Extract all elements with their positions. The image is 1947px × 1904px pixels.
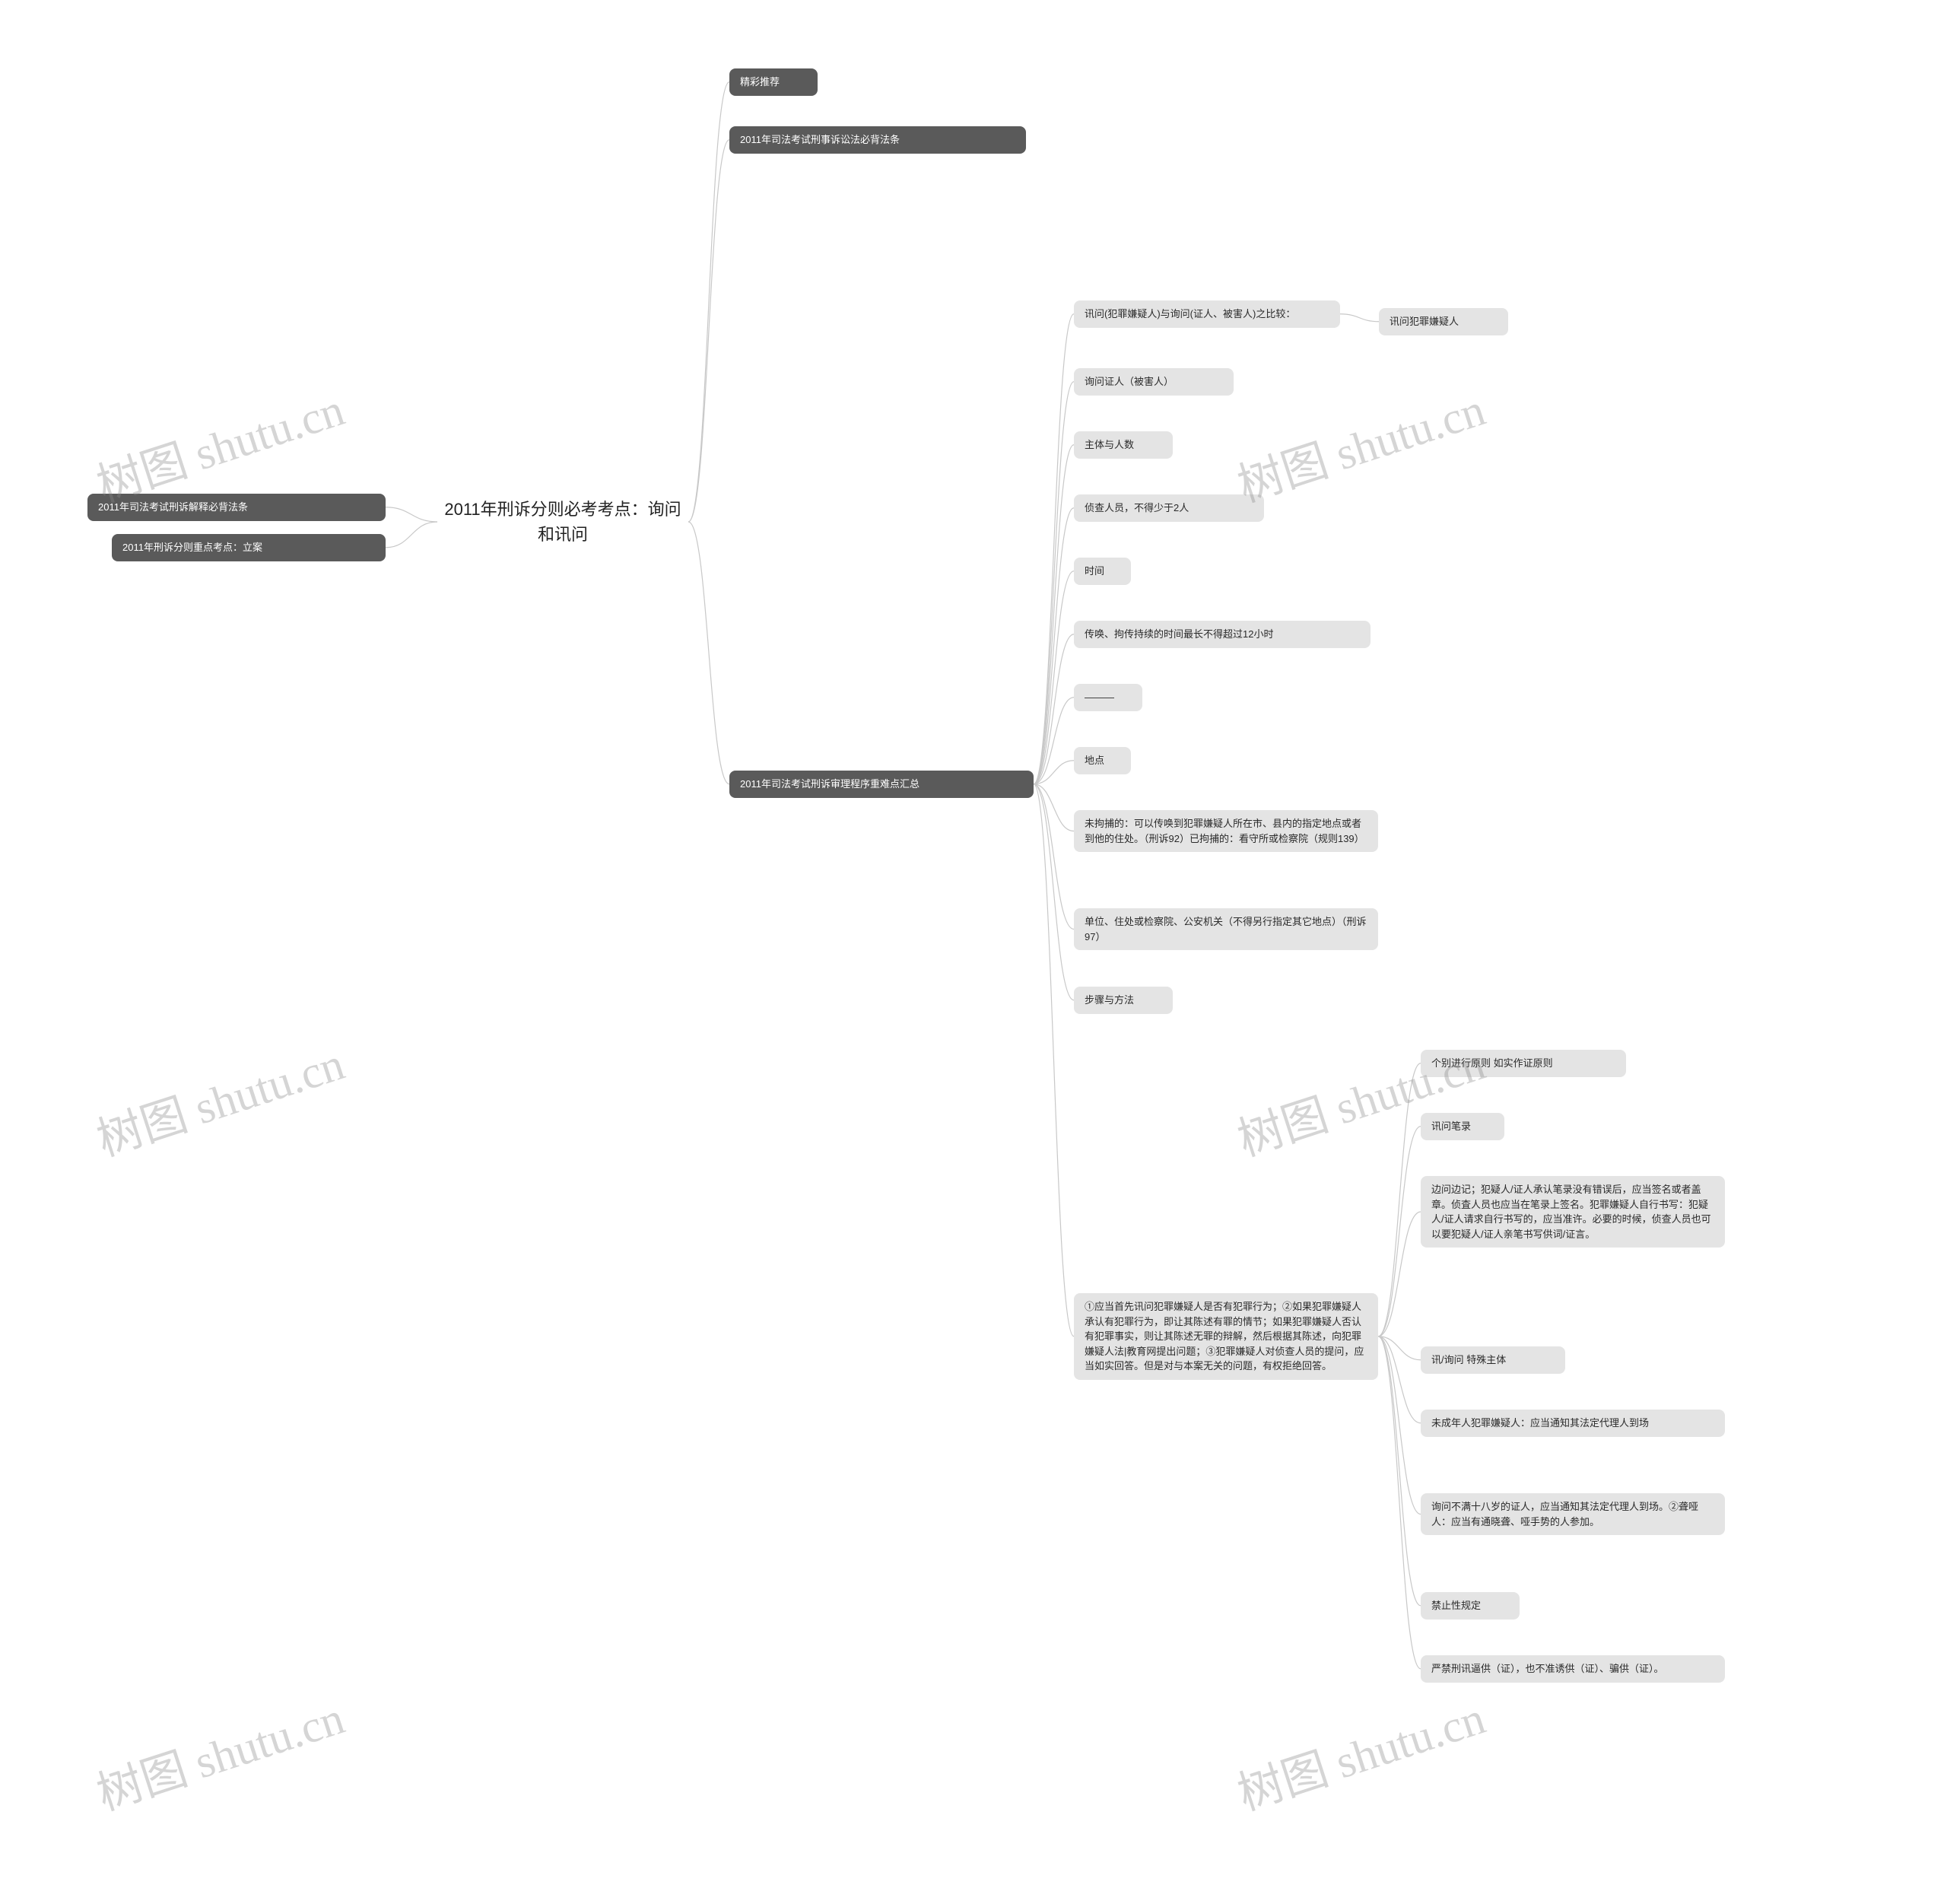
node-label: 严禁刑讯逼供（证），也不准诱供（证）、骗供（证）。: [1431, 1661, 1664, 1677]
mindmap-node[interactable]: 严禁刑讯逼供（证），也不准诱供（证）、骗供（证）。: [1421, 1655, 1725, 1683]
node-label: 时间: [1085, 564, 1104, 579]
mindmap-node[interactable]: 传唤、拘传持续的时间最长不得超过12小时: [1074, 621, 1371, 648]
node-label: 讯问笔录: [1431, 1119, 1471, 1134]
mindmap-node[interactable]: 精彩推荐: [729, 68, 818, 96]
node-label: 侦查人员，不得少于2人: [1085, 501, 1189, 516]
mindmap-node[interactable]: 禁止性规定: [1421, 1592, 1520, 1620]
node-label: 询问不满十八岁的证人，应当通知其法定代理人到场。②聋哑人：应当有通晓聋、哑手势的…: [1431, 1499, 1714, 1529]
connector: [1034, 634, 1074, 784]
node-label: 讯问(犯罪嫌疑人)与询问(证人、被害人)之比较：: [1085, 307, 1295, 322]
mindmap-node[interactable]: 询问证人（被害人）: [1074, 368, 1234, 396]
mindmap-node[interactable]: 讯问(犯罪嫌疑人)与询问(证人、被害人)之比较：: [1074, 300, 1340, 328]
connector: [1034, 761, 1074, 784]
connector: [1340, 314, 1379, 322]
mindmap-node[interactable]: 未成年人犯罪嫌疑人：应当通知其法定代理人到场: [1421, 1410, 1725, 1437]
node-label: 未成年人犯罪嫌疑人：应当通知其法定代理人到场: [1431, 1416, 1649, 1431]
connector: [1378, 1063, 1421, 1337]
connector: [386, 507, 437, 522]
connector: [1034, 508, 1074, 784]
connector-layer: [0, 0, 1947, 1904]
mindmap-node[interactable]: 边问边记；犯疑人/证人承认笔录没有错误后，应当签名或者盖章。侦査人员也应当在笔录…: [1421, 1176, 1725, 1248]
node-label: 单位、住处或检察院、公安机关（不得另行指定其它地点）（刑诉97）: [1085, 914, 1367, 944]
connector: [386, 522, 437, 548]
mindmap-node[interactable]: 2011年刑诉分则必考考点：询问和讯问: [437, 494, 688, 549]
node-label: 未拘捕的：可以传唤到犯罪嫌疑人所在市、县内的指定地点或者到他的住处。（刑诉92）…: [1085, 816, 1367, 846]
node-label: 禁止性规定: [1431, 1598, 1481, 1613]
node-label: ———: [1085, 690, 1114, 705]
connector: [688, 140, 729, 522]
connector: [688, 82, 729, 522]
mindmap-node[interactable]: 地点: [1074, 747, 1131, 774]
mindmap-node[interactable]: 2011年司法考试刑诉审理程序重难点汇总: [729, 771, 1034, 798]
connector: [1378, 1337, 1421, 1669]
mindmap-node[interactable]: 询问不满十八岁的证人，应当通知其法定代理人到场。②聋哑人：应当有通晓聋、哑手势的…: [1421, 1493, 1725, 1535]
connector: [1034, 445, 1074, 784]
mindmap-node[interactable]: 2011年司法考试刑诉解释必背法条: [87, 494, 386, 521]
node-label: 地点: [1085, 753, 1104, 768]
connector: [688, 522, 729, 784]
connector: [1378, 1127, 1421, 1337]
mindmap-node[interactable]: 2011年刑诉分则重点考点：立案: [112, 534, 386, 561]
node-label: 精彩推荐: [740, 75, 780, 90]
watermark: 树图 shutu.cn: [87, 1027, 351, 1169]
node-label: 2011年司法考试刑事诉讼法必背法条: [740, 132, 900, 148]
node-label: 主体与人数: [1085, 437, 1134, 453]
mindmap-node[interactable]: ———: [1074, 684, 1142, 711]
watermark: 树图 shutu.cn: [1228, 373, 1492, 515]
connector: [1034, 314, 1074, 784]
node-label: 询问证人（被害人）: [1085, 374, 1174, 389]
connector: [1034, 784, 1074, 1000]
node-label: 2011年司法考试刑诉审理程序重难点汇总: [740, 777, 920, 792]
node-label: 讯/询问 特殊主体: [1431, 1353, 1506, 1368]
watermark: 树图 shutu.cn: [1228, 1027, 1492, 1169]
connector: [1034, 784, 1074, 930]
connector: [1378, 1337, 1421, 1606]
watermark: 树图 shutu.cn: [87, 1681, 351, 1823]
mindmap-node[interactable]: 讯/询问 特殊主体: [1421, 1346, 1565, 1374]
mindmap-node[interactable]: 时间: [1074, 558, 1131, 585]
node-label: 个别进行原则 如实作证原则: [1431, 1056, 1553, 1071]
connector: [1034, 784, 1074, 831]
connector: [1034, 382, 1074, 784]
connector: [1378, 1337, 1421, 1515]
mindmap-node[interactable]: 讯问笔录: [1421, 1113, 1504, 1140]
mindmap-node[interactable]: 2011年司法考试刑事诉讼法必背法条: [729, 126, 1026, 154]
connector: [1378, 1212, 1421, 1337]
node-label: 2011年刑诉分则重点考点：立案: [122, 540, 262, 555]
node-label: 步骤与方法: [1085, 993, 1134, 1008]
node-label: 传唤、拘传持续的时间最长不得超过12小时: [1085, 627, 1273, 642]
node-label: 2011年司法考试刑诉解释必背法条: [98, 500, 248, 515]
mindmap-node[interactable]: 侦查人员，不得少于2人: [1074, 494, 1264, 522]
connector: [1034, 571, 1074, 784]
mindmap-node[interactable]: 主体与人数: [1074, 431, 1173, 459]
mindmap-node[interactable]: 步骤与方法: [1074, 987, 1173, 1014]
node-label: ①应当首先讯问犯罪嫌疑人是否有犯罪行为；②如果犯罪嫌疑人承认有犯罪行为，即让其陈…: [1085, 1299, 1367, 1374]
node-label: 2011年刑诉分则必考考点：询问和讯问: [437, 497, 688, 547]
connector: [1378, 1337, 1421, 1423]
connector: [1378, 1337, 1421, 1360]
connector: [1034, 698, 1074, 784]
connector: [1034, 784, 1074, 1337]
mindmap-node[interactable]: ①应当首先讯问犯罪嫌疑人是否有犯罪行为；②如果犯罪嫌疑人承认有犯罪行为，即让其陈…: [1074, 1293, 1378, 1380]
mindmap-node[interactable]: 个别进行原则 如实作证原则: [1421, 1050, 1626, 1077]
node-label: 边问边记；犯疑人/证人承认笔录没有错误后，应当签名或者盖章。侦査人员也应当在笔录…: [1431, 1182, 1714, 1241]
mindmap-node[interactable]: 单位、住处或检察院、公安机关（不得另行指定其它地点）（刑诉97）: [1074, 908, 1378, 950]
mindmap-node[interactable]: 讯问犯罪嫌疑人: [1379, 308, 1508, 335]
mindmap-node[interactable]: 未拘捕的：可以传唤到犯罪嫌疑人所在市、县内的指定地点或者到他的住处。（刑诉92）…: [1074, 810, 1378, 852]
watermark: 树图 shutu.cn: [1228, 1681, 1492, 1823]
node-label: 讯问犯罪嫌疑人: [1390, 314, 1459, 329]
